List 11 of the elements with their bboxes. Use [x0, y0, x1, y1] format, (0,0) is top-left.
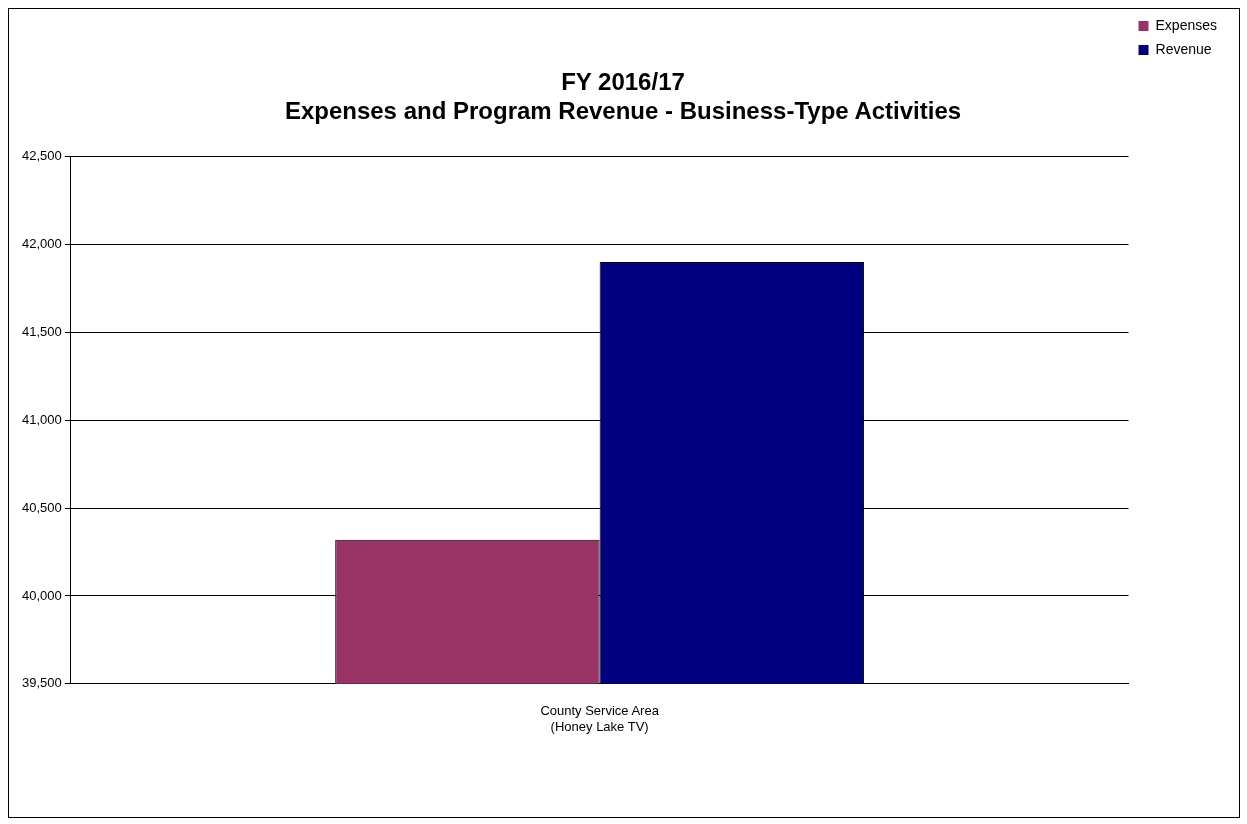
y-tick-label: 41,500 — [22, 323, 62, 339]
y-tick-label: 41,000 — [22, 411, 62, 427]
y-tick-label: 42,000 — [22, 236, 62, 252]
y-tick-label: 42,500 — [22, 148, 62, 164]
x-tick-label: County Service Area (Honey Lake TV) — [540, 703, 660, 734]
y-tick-label: 40,000 — [22, 587, 62, 603]
y-tick-label: 39,500 — [22, 675, 62, 691]
legend-label: Revenue — [1155, 40, 1212, 57]
chart-title: FY 2016/17 Expenses and Program Revenue - Business-Type Activities — [284, 68, 962, 124]
y-tick-label: 40,500 — [22, 499, 62, 515]
legend-label: Expenses — [1155, 16, 1217, 33]
